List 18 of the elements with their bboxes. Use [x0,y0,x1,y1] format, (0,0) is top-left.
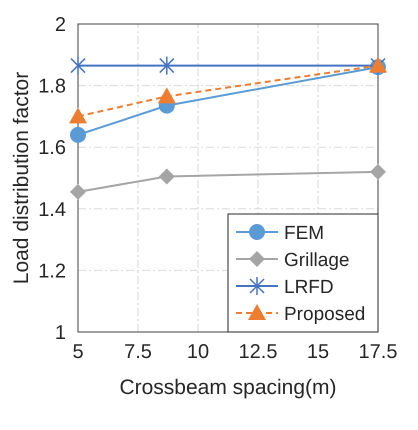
legend-label: FEM [284,223,324,244]
x-tick-label: 17.5 [358,341,398,363]
y-axis-title: Load distribution factor [10,72,33,284]
x-tick-label: 12.5 [238,341,278,363]
y-tick-label: 1.8 [38,76,66,98]
x-axis-title: Crossbeam spacing(m) [119,376,337,399]
y-tick-label: 1 [54,322,66,344]
y-tick-label: 1.4 [38,198,66,221]
y-tick-label: 1.2 [38,260,66,282]
x-tick-label: 7.5 [124,341,152,363]
legend-label: LRFD [284,277,334,298]
y-tick-label: 1.6 [38,137,66,160]
x-tick-label: 15 [306,341,330,363]
x-tick-label: 5 [72,341,84,363]
legend-label: Grillage [284,250,350,271]
x-tick-label: 10 [186,341,210,363]
legend-label: Proposed [284,304,366,325]
y-tick-label: 2 [54,14,66,36]
